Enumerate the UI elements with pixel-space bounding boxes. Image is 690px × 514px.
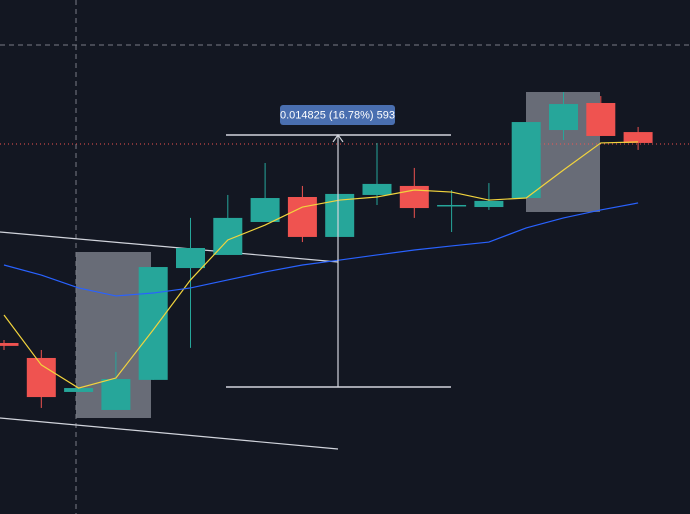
candle-body (176, 247, 205, 269)
candle-body (26, 357, 56, 398)
measure-label-box (280, 104, 395, 125)
measure-label: 0.014825 (16.78%) 593 (280, 109, 395, 121)
moving-average-line (3, 202, 639, 297)
trend-line (0, 417, 339, 450)
candle-body (138, 267, 168, 380)
candle-body (586, 103, 616, 136)
candle-body (511, 122, 541, 199)
trend-line (0, 231, 339, 263)
candle-body (549, 104, 578, 131)
candle-body (623, 132, 653, 143)
candle-body (0, 343, 19, 346)
candle-body (399, 185, 429, 209)
candle-body (101, 379, 131, 410)
candle-body (325, 193, 355, 237)
candle-body (287, 196, 317, 237)
candle-body (474, 200, 504, 208)
moving-average-line (3, 141, 639, 389)
measure-arrow (332, 133, 344, 143)
candle-body (437, 204, 467, 207)
candle-body (250, 198, 280, 222)
candle-body (362, 183, 392, 195)
candle-body (64, 388, 94, 392)
